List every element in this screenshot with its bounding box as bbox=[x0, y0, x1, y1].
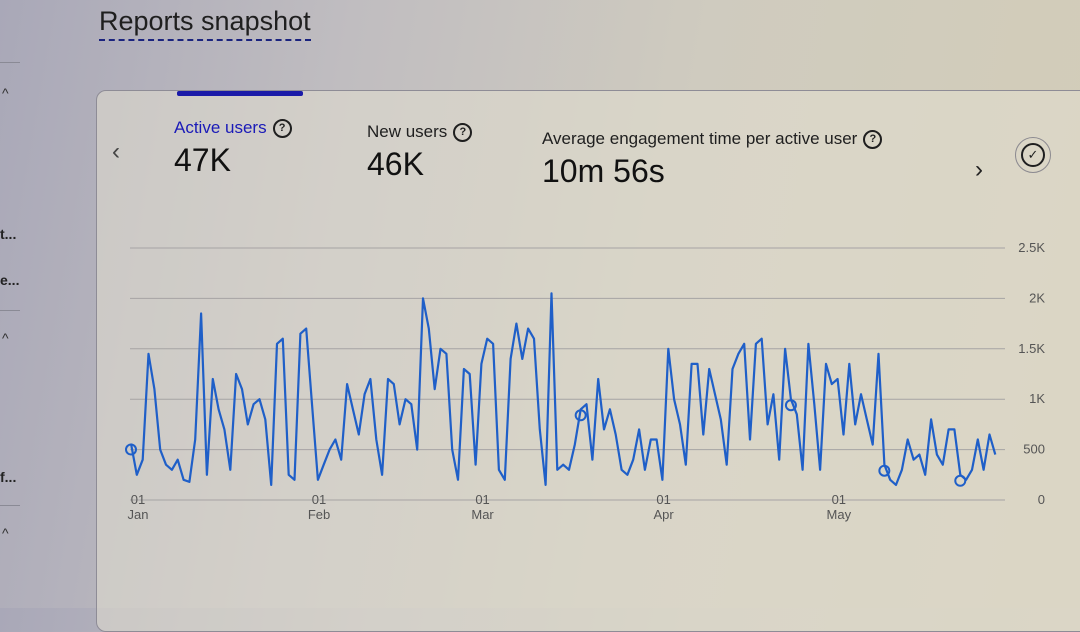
y-tick-label: 2K bbox=[1029, 290, 1045, 305]
sidebar-divider bbox=[0, 62, 20, 63]
selected-tab-indicator bbox=[177, 91, 303, 96]
sidebar-item[interactable]: f... bbox=[0, 469, 17, 485]
data-point-marker[interactable] bbox=[784, 399, 797, 412]
help-icon[interactable]: ? bbox=[272, 118, 292, 138]
x-tick-month-label: May bbox=[827, 507, 852, 522]
x-tick-day-label: 01 bbox=[656, 492, 670, 507]
data-point-marker[interactable] bbox=[125, 443, 137, 456]
customize-check-button[interactable]: ✓ bbox=[1015, 137, 1051, 173]
help-icon[interactable]: ? bbox=[453, 122, 473, 142]
metric-value: 10m 56s bbox=[542, 153, 665, 189]
sidebar-item[interactable]: e... bbox=[0, 272, 20, 288]
metric-label: New users bbox=[367, 122, 448, 141]
x-tick-month-label: Apr bbox=[653, 507, 674, 522]
metric-tab-engagement-time[interactable]: Average engagement time per active user … bbox=[542, 129, 883, 190]
collapse-caret-icon[interactable]: ^ bbox=[2, 525, 9, 541]
sidebar-divider bbox=[0, 505, 20, 506]
sidebar-item[interactable]: t... bbox=[0, 226, 17, 242]
metric-label: Average engagement time per active user bbox=[542, 129, 858, 148]
check-circle-icon: ✓ bbox=[1021, 143, 1045, 167]
next-metrics-button[interactable]: › bbox=[975, 156, 983, 183]
metric-label: Active users bbox=[174, 118, 267, 137]
y-tick-label: 2.5K bbox=[1018, 240, 1045, 255]
y-tick-label: 1.5K bbox=[1018, 341, 1045, 356]
series-line-active-users bbox=[129, 292, 997, 486]
data-point-marker[interactable] bbox=[878, 464, 891, 477]
left-sidebar: ^ t... e... ^ f... ^ bbox=[0, 0, 60, 608]
sidebar-divider bbox=[0, 310, 20, 311]
collapse-caret-icon[interactable]: ^ bbox=[2, 330, 9, 346]
metric-tab-active-users[interactable]: Active users ? 47K bbox=[174, 118, 292, 179]
collapse-caret-icon[interactable]: ^ bbox=[2, 85, 9, 101]
metric-value: 46K bbox=[367, 146, 424, 182]
metric-tab-new-users[interactable]: New users ? 46K bbox=[367, 122, 473, 183]
previous-metrics-button[interactable]: ‹ bbox=[112, 138, 120, 165]
page-title: Reports snapshot bbox=[99, 5, 311, 41]
x-tick-day-label: 01 bbox=[832, 492, 846, 507]
x-tick-month-label: Mar bbox=[471, 507, 494, 522]
x-tick-day-label: 01 bbox=[131, 492, 145, 507]
x-tick-month-label: Feb bbox=[308, 507, 330, 522]
x-tick-month-label: Jan bbox=[128, 507, 149, 522]
y-tick-label: 500 bbox=[1023, 442, 1045, 457]
data-point-marker[interactable] bbox=[954, 474, 967, 487]
y-tick-label: 1K bbox=[1029, 391, 1045, 406]
x-tick-day-label: 01 bbox=[475, 492, 489, 507]
help-icon[interactable]: ? bbox=[863, 129, 883, 149]
x-tick-day-label: 01 bbox=[312, 492, 326, 507]
data-point-marker[interactable] bbox=[574, 409, 587, 422]
metric-value: 47K bbox=[174, 142, 231, 178]
y-tick-label: 0 bbox=[1038, 492, 1045, 507]
